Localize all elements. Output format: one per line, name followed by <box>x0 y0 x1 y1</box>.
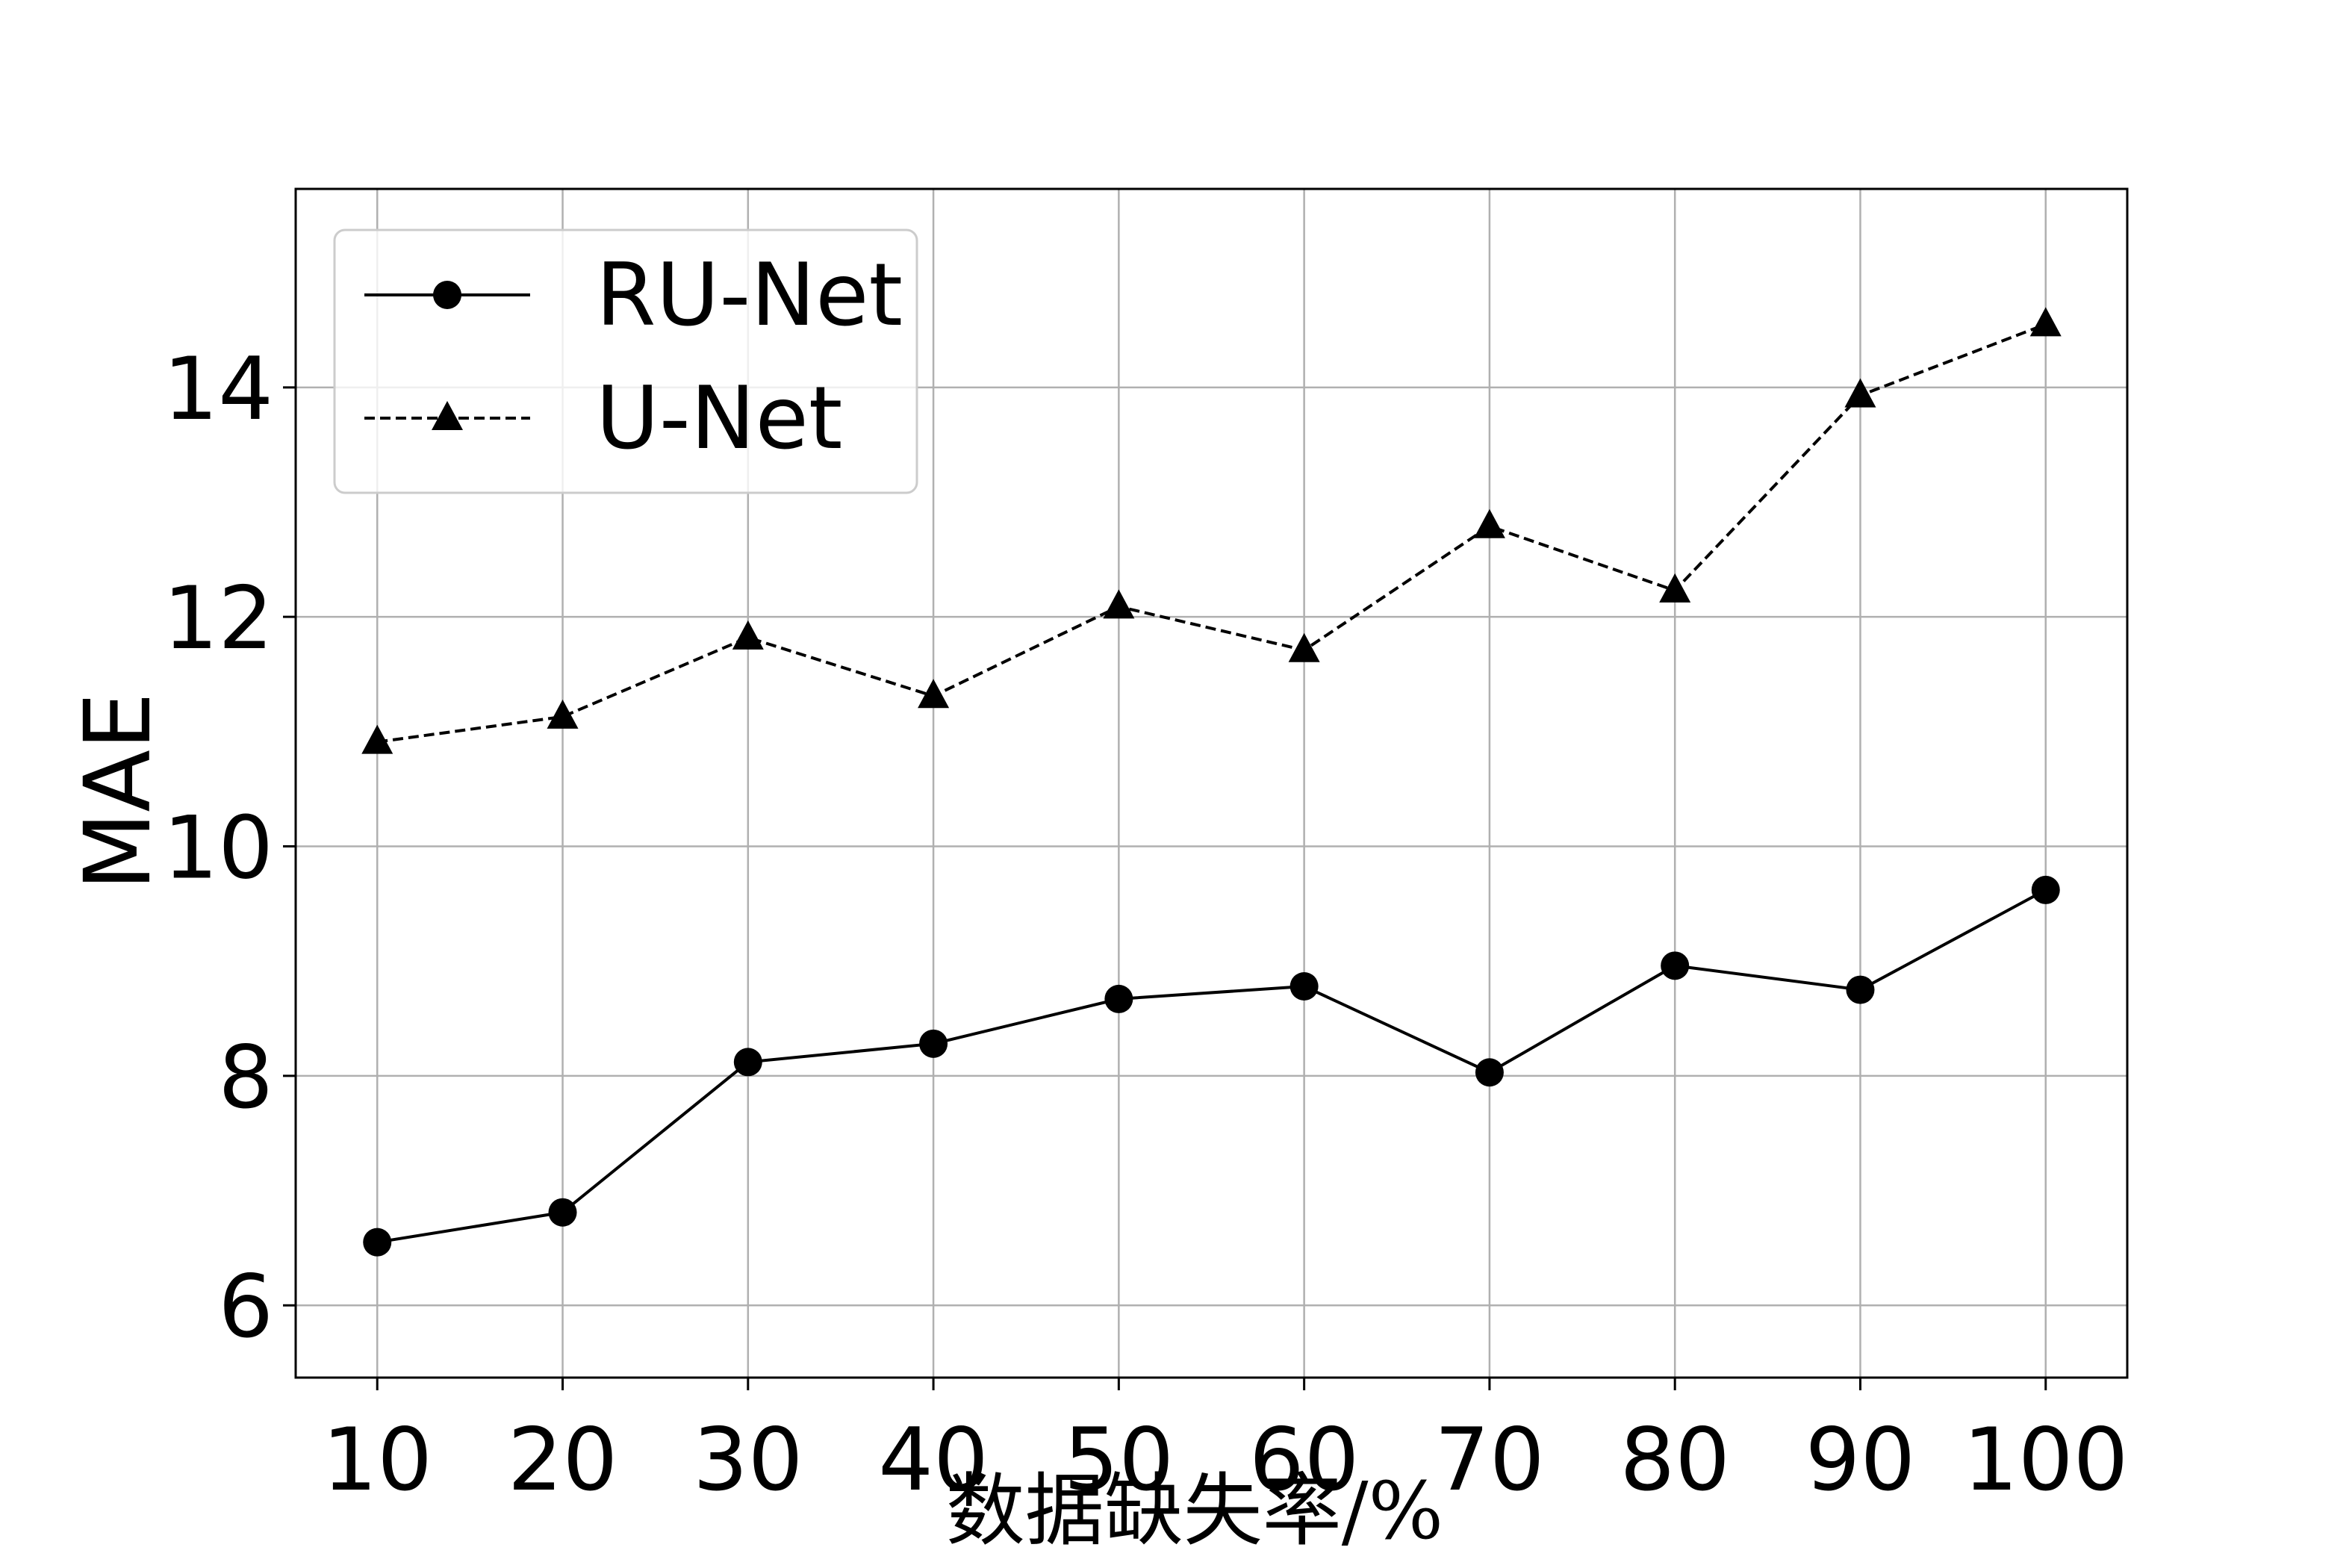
series-u-net <box>361 307 2062 754</box>
data-point-u-net <box>1288 632 1320 662</box>
data-point-u-net <box>1473 508 1505 538</box>
x-tick-label: 90 <box>1805 1410 1916 1511</box>
data-point-ru-net <box>919 1029 948 1058</box>
series-line-ru-net <box>376 889 2047 1244</box>
data-point-ru-net <box>1846 975 1875 1004</box>
legend-ru-net-marker <box>433 281 461 309</box>
x-ticks: 10 20 30 40 50 60 70 80 90 100 <box>322 1378 2128 1511</box>
data-point-u-net <box>1103 589 1135 619</box>
x-tick-label: 50 <box>1064 1410 1175 1511</box>
y-tick-label: 14 <box>163 339 273 440</box>
data-point-ru-net <box>1289 971 1319 1001</box>
data-point-u-net <box>1659 573 1691 603</box>
data-point-ru-net <box>733 1048 762 1077</box>
data-point-u-net <box>1844 378 1876 408</box>
data-point-ru-net <box>1104 984 1133 1013</box>
data-point-ru-net <box>2031 875 2060 904</box>
data-point-u-net <box>547 699 579 729</box>
legend: RU-Net U-Net <box>333 228 918 494</box>
x-tick-label: 60 <box>1249 1410 1360 1511</box>
x-tick-label: 70 <box>1434 1410 1545 1511</box>
x-tick-label: 10 <box>322 1410 432 1511</box>
data-point-ru-net <box>1475 1058 1504 1087</box>
legend-ru-net-label: RU-Net <box>596 245 903 346</box>
legend-u-net-marker <box>432 401 463 430</box>
data-point-ru-net <box>548 1198 577 1227</box>
y-axis-title: MAE <box>65 692 171 891</box>
x-tick-label: 30 <box>693 1410 803 1511</box>
y-tick-label: 10 <box>163 798 273 899</box>
series-line-u-net <box>376 323 2047 744</box>
x-tick-label: 20 <box>508 1410 618 1511</box>
data-point-ru-net <box>1661 951 1690 980</box>
series-layer <box>361 307 2062 1257</box>
y-tick-label: 8 <box>218 1027 273 1128</box>
data-point-u-net <box>2029 307 2062 337</box>
x-tick-label: 100 <box>1963 1410 2128 1511</box>
data-point-u-net <box>732 620 764 650</box>
y-ticks: 6 8 10 12 14 <box>163 339 296 1357</box>
data-point-u-net <box>918 679 950 709</box>
data-point-u-net <box>361 724 393 754</box>
plot-frame <box>294 187 2129 1379</box>
x-axis-title: 数据缺失率/% <box>946 1465 1443 1557</box>
x-tick-label: 40 <box>878 1410 989 1511</box>
y-tick-label: 6 <box>218 1257 273 1357</box>
x-tick-label: 80 <box>1620 1410 1730 1511</box>
data-point-ru-net <box>363 1228 392 1257</box>
series-ru-net <box>363 875 2060 1257</box>
legend-u-net-label: U-Net <box>596 368 842 469</box>
y-tick-label: 12 <box>163 568 273 669</box>
